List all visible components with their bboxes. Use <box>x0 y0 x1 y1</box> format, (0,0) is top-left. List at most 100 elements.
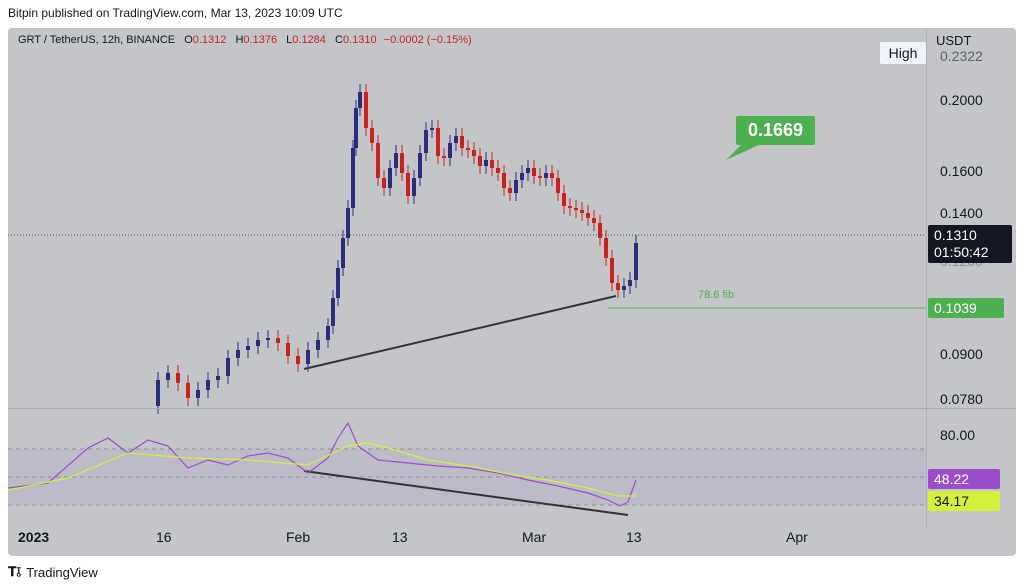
candle-body <box>526 168 530 173</box>
chart-canvas[interactable] <box>8 28 1016 556</box>
rsi-line <box>8 421 637 507</box>
fib-label: 78.6 fib <box>698 289 735 301</box>
candle-body <box>430 128 434 130</box>
callout-pointer <box>726 143 763 160</box>
candle-countdown: 01:50:42 <box>934 244 989 260</box>
candle-body <box>276 338 280 343</box>
candle-body <box>424 130 428 153</box>
candle-body <box>306 350 310 364</box>
candle-body <box>586 213 590 218</box>
candle-body <box>176 373 180 383</box>
candle-body <box>436 128 440 156</box>
candle-body <box>346 208 350 238</box>
current-price-badge: 0.1310 01:50:42 <box>928 225 1012 263</box>
candle-body <box>502 173 506 188</box>
price-tick: 0.1400 <box>940 205 983 221</box>
candle-body <box>448 143 452 158</box>
candle-body <box>166 373 170 380</box>
target-callout[interactable]: 0.1669 <box>736 116 816 145</box>
trendline-price <box>303 295 617 370</box>
low-value: 0.1284 <box>292 34 326 46</box>
candle-body <box>532 168 536 176</box>
candle-body <box>466 148 470 150</box>
candle-body <box>226 358 230 376</box>
candle-body <box>538 176 542 178</box>
high-value: 0.1376 <box>243 34 278 46</box>
candle-body <box>592 218 596 223</box>
chart-frame[interactable]: GRT / TetherUS, 12h, BINANCE O0.1312 H0.… <box>8 28 1016 556</box>
candle-body <box>206 380 210 390</box>
time-label: Mar <box>522 529 547 545</box>
candle-body <box>550 173 554 178</box>
close-value: 0.1310 <box>342 34 377 46</box>
candle-body <box>442 156 446 158</box>
symbol-legend[interactable]: GRT / TetherUS, 12h, BINANCE O0.1312 H0.… <box>18 34 472 46</box>
publish-info: Bitpin published on TradingView.com, Mar… <box>8 6 343 20</box>
candle-body <box>406 173 410 196</box>
price-tick: 0.2000 <box>940 92 983 108</box>
candle-body <box>496 168 500 173</box>
candle-body <box>472 150 476 156</box>
candle-body <box>544 173 548 178</box>
candle-body <box>574 208 578 210</box>
price-tick: 0.0900 <box>940 346 983 362</box>
candle-body <box>394 153 398 168</box>
candle-body <box>622 286 626 290</box>
open-value: 0.1312 <box>192 34 227 46</box>
candle-body <box>382 178 386 188</box>
candle-body <box>418 153 422 178</box>
candle-body <box>454 136 458 143</box>
footer-brand: TradingView <box>26 564 98 580</box>
candle-body <box>336 268 340 298</box>
candle-body <box>610 258 614 283</box>
candle-body <box>490 160 494 168</box>
current-price-value: 0.1310 <box>934 227 977 243</box>
candle-body <box>296 356 300 364</box>
low-label: L <box>286 34 293 46</box>
pane-divider[interactable] <box>8 408 1016 409</box>
candle-body <box>331 298 335 326</box>
open-label: O <box>184 34 193 46</box>
candle-body <box>628 280 632 286</box>
candle-body <box>376 143 380 178</box>
trendline-rsi <box>303 470 629 516</box>
candle-body <box>351 148 355 208</box>
candle-body <box>460 136 464 148</box>
candle-body <box>266 338 270 340</box>
candle-body <box>358 92 362 108</box>
candle-body <box>616 283 620 290</box>
candle-body <box>556 178 560 193</box>
candle-body <box>388 168 392 188</box>
candle-body <box>634 243 638 280</box>
candle-body <box>236 350 240 358</box>
price-tick-high: 0.2322 <box>940 48 983 64</box>
plot-area[interactable] <box>8 28 926 528</box>
candle-body <box>196 390 200 398</box>
currency-label: USDT <box>936 33 972 48</box>
time-label: Feb <box>286 529 311 545</box>
candle-body <box>316 340 320 350</box>
high-badge: High <box>880 42 926 64</box>
time-label: 13 <box>392 529 408 545</box>
price-scale[interactable] <box>926 28 1016 528</box>
candle-body <box>246 346 250 350</box>
candle-body <box>478 156 482 166</box>
candle-body <box>341 238 345 268</box>
candle-body <box>400 153 404 173</box>
candle-body <box>562 193 566 206</box>
candle-body <box>354 108 358 148</box>
symbol-name: GRT / TetherUS, 12h, BINANCE <box>18 34 176 46</box>
candle-body <box>186 383 190 398</box>
rsi-value-badge: 48.22 <box>928 469 1000 489</box>
candles <box>156 84 638 414</box>
candle-body <box>256 340 260 346</box>
close-label: C <box>334 34 343 46</box>
candle-body <box>514 180 518 193</box>
high-label: H <box>235 34 244 46</box>
rsi-tick: 80.00 <box>940 427 976 443</box>
candle-body <box>412 178 416 196</box>
price-tick: 0.0780 <box>940 391 983 407</box>
rsi-ma-badge: 34.17 <box>928 491 1000 511</box>
candle-body <box>598 223 602 238</box>
price-tick: 0.1600 <box>940 163 983 179</box>
